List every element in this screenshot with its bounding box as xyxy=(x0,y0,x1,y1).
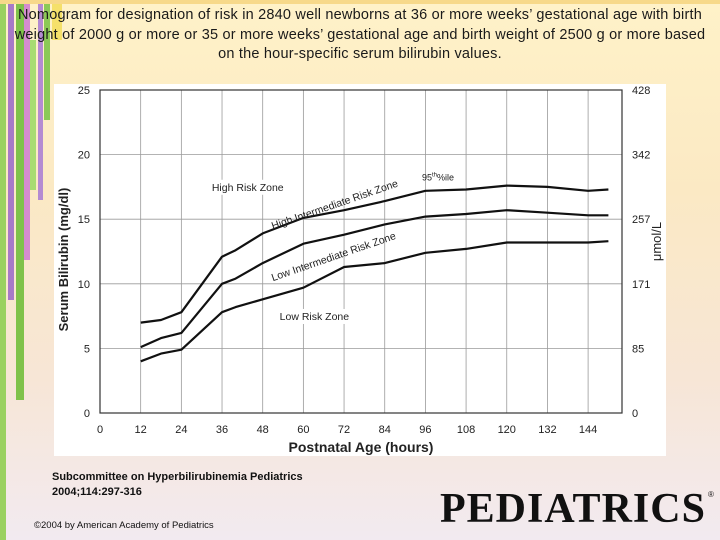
x-tick-label: 132 xyxy=(538,424,556,436)
series-line-1 xyxy=(140,184,609,324)
y2-tick-label: 171 xyxy=(632,279,650,291)
registered-mark: ® xyxy=(708,490,714,499)
percentile-label: 95th%ile xyxy=(422,172,454,182)
x-axis-label: Postnatal Age (hours) xyxy=(289,439,434,455)
y2-tick-label: 85 xyxy=(632,343,644,355)
series-line-2 xyxy=(140,209,609,349)
x-tick-label: 24 xyxy=(175,424,187,436)
series-line-3 xyxy=(140,240,609,363)
y2-tick-label: 428 xyxy=(632,85,650,97)
x-tick-label: 0 xyxy=(97,424,103,436)
citation-text: Subcommittee on Hyperbilirubinemia Pedia… xyxy=(52,471,303,498)
y-tick-label: 25 xyxy=(78,85,90,97)
y-axis-label: Serum Bilirubin (mg/dl) xyxy=(56,188,71,332)
decor-top-stripe xyxy=(0,0,720,4)
decor-green-bar-3 xyxy=(30,40,36,190)
x-tick-label: 60 xyxy=(297,424,309,436)
zone-label-bg xyxy=(276,308,356,324)
y-tick-label: 10 xyxy=(78,279,90,291)
y2-tick-label: 0 xyxy=(632,408,638,420)
journal-logo: PEDIATRICS xyxy=(440,486,706,532)
zone-label-bg xyxy=(208,179,294,195)
plot-frame xyxy=(99,89,623,414)
x-tick-label: 72 xyxy=(338,424,350,436)
x-tick-label: 144 xyxy=(579,424,597,436)
x-tick-label: 48 xyxy=(257,424,269,436)
y-tick-label: 0 xyxy=(84,408,90,420)
decor-purple-bar xyxy=(8,0,14,300)
zone-label: Low Risk Zone xyxy=(280,311,350,323)
y-tick-label: 5 xyxy=(84,343,90,355)
x-tick-label: 120 xyxy=(498,424,516,436)
x-tick-label: 12 xyxy=(135,424,147,436)
x-tick-label: 84 xyxy=(379,424,391,436)
slide-title: Nomogram for designation of risk in 2840… xyxy=(14,7,706,62)
x-tick-label: 96 xyxy=(419,424,431,436)
decor-green-bar xyxy=(0,0,6,540)
y2-axis-label: μmol/L xyxy=(649,222,664,261)
x-tick-label: 108 xyxy=(457,424,475,436)
decor-pink-bar xyxy=(24,0,30,260)
decor-green-bar-4 xyxy=(44,0,50,120)
y2-tick-label: 342 xyxy=(632,150,650,162)
copyright-text: ©2004 by American Academy of Pediatrics xyxy=(34,520,214,531)
y-tick-label: 15 xyxy=(78,214,90,226)
decor-green-bar-2 xyxy=(16,0,24,400)
chart-background xyxy=(54,84,666,456)
y-tick-label: 20 xyxy=(78,150,90,162)
decor-purple-bar-2 xyxy=(38,0,43,200)
zone-label: High Risk Zone xyxy=(212,182,284,194)
y2-tick-label: 257 xyxy=(632,214,650,226)
decor-yellow-bar xyxy=(52,0,62,40)
bilirubin-nomogram-chart: 0 5 10 15 20 25 0 85 171 257 342 428 0 12 24 36 48 60 72 84… xyxy=(54,84,666,456)
x-tick-label: 36 xyxy=(216,424,228,436)
